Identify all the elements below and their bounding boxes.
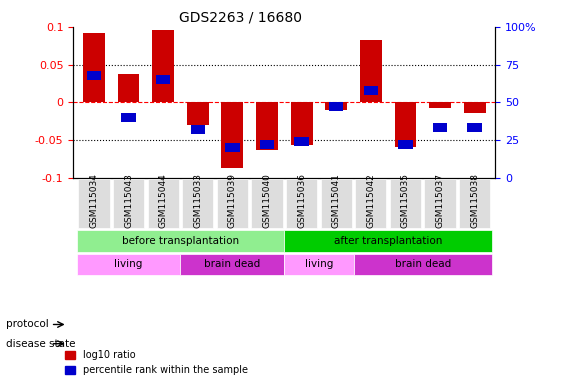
Text: GSM115033: GSM115033 [193, 173, 202, 228]
Text: GSM115038: GSM115038 [470, 173, 479, 228]
FancyBboxPatch shape [284, 230, 492, 252]
Bar [395, 102, 417, 147]
FancyBboxPatch shape [181, 254, 284, 275]
FancyBboxPatch shape [113, 179, 144, 228]
FancyBboxPatch shape [217, 179, 248, 228]
Bar [398, 140, 413, 149]
Bar [429, 102, 451, 108]
Bar [260, 140, 274, 149]
Text: protocol: protocol [6, 319, 48, 329]
Bar [433, 123, 448, 132]
Bar [329, 102, 343, 111]
Bar [364, 86, 378, 95]
FancyBboxPatch shape [284, 254, 354, 275]
Bar [121, 113, 136, 122]
Text: brain dead: brain dead [395, 259, 451, 269]
FancyBboxPatch shape [355, 179, 386, 228]
Bar [83, 33, 105, 102]
Bar [118, 74, 140, 102]
Bar [190, 125, 205, 134]
FancyBboxPatch shape [252, 179, 283, 228]
FancyBboxPatch shape [77, 230, 284, 252]
Text: brain dead: brain dead [204, 259, 261, 269]
FancyBboxPatch shape [321, 179, 352, 228]
FancyBboxPatch shape [78, 179, 110, 228]
Bar [87, 71, 101, 79]
Bar [291, 102, 312, 145]
FancyBboxPatch shape [354, 254, 492, 275]
Legend: log10 ratio, percentile rank within the sample: log10 ratio, percentile rank within the … [61, 346, 252, 379]
Text: GSM115037: GSM115037 [436, 173, 445, 228]
Bar [156, 75, 171, 84]
Text: GSM115034: GSM115034 [90, 173, 99, 228]
Text: GSM115042: GSM115042 [367, 173, 376, 228]
Text: GSM115035: GSM115035 [401, 173, 410, 228]
Bar [187, 102, 209, 125]
Text: GSM115040: GSM115040 [262, 173, 271, 228]
Bar [294, 137, 309, 146]
Text: GSM115041: GSM115041 [332, 173, 341, 228]
Bar [467, 123, 482, 132]
Text: GSM115043: GSM115043 [124, 173, 133, 228]
Text: GDS2263 / 16680: GDS2263 / 16680 [179, 10, 302, 24]
FancyBboxPatch shape [425, 179, 455, 228]
Bar [360, 40, 382, 102]
Text: living: living [114, 259, 143, 269]
Text: disease state: disease state [6, 339, 75, 349]
Text: GSM115044: GSM115044 [159, 173, 168, 228]
Bar [325, 102, 347, 110]
Bar [152, 30, 174, 102]
Text: GSM115039: GSM115039 [228, 173, 237, 228]
FancyBboxPatch shape [286, 179, 317, 228]
Bar [221, 102, 243, 169]
Text: after transplantation: after transplantation [334, 235, 443, 245]
Bar [464, 102, 485, 114]
Text: living: living [305, 259, 333, 269]
Bar [256, 102, 278, 150]
FancyBboxPatch shape [390, 179, 421, 228]
Text: GSM115036: GSM115036 [297, 173, 306, 228]
FancyBboxPatch shape [182, 179, 213, 228]
FancyBboxPatch shape [148, 179, 179, 228]
Bar [225, 143, 240, 152]
FancyBboxPatch shape [77, 254, 181, 275]
FancyBboxPatch shape [459, 179, 490, 228]
Text: before transplantation: before transplantation [122, 235, 239, 245]
